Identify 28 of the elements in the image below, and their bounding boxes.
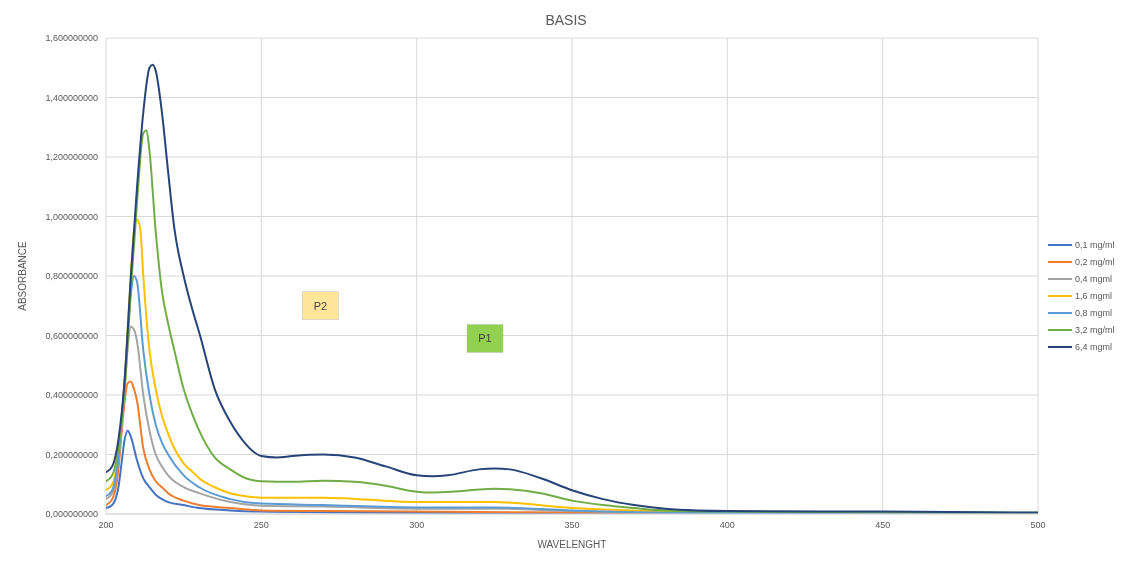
y-tick-label: 1,000000000 (45, 211, 98, 222)
y-tick-label: 1,600000000 (45, 33, 98, 44)
x-tick-label: 350 (564, 520, 580, 531)
x-tick-label: 300 (409, 520, 425, 531)
legend-label: 0,4 mgml (1075, 274, 1113, 284)
legend-label: 0,2 mg/ml (1075, 257, 1115, 267)
y-tick-label: 1,200000000 (45, 152, 98, 163)
y-tick-label: 0,000000000 (45, 509, 98, 520)
y-axis-title: ABSORBANCE (16, 240, 28, 311)
legend-label: 3,2 mg/ml (1075, 325, 1115, 335)
x-tick-label: 500 (1030, 520, 1046, 531)
y-tick-label: 1,400000000 (45, 92, 98, 103)
annotation: P2 (313, 299, 328, 312)
x-axis-title: WAVELENGHT (537, 539, 607, 550)
x-tick-label: 400 (719, 520, 735, 531)
x-tick-label: 450 (875, 520, 891, 531)
legend-label: 0,8 mgml (1075, 308, 1113, 318)
y-tick-label: 0,400000000 (45, 390, 98, 401)
x-tick-label: 200 (98, 520, 114, 531)
y-tick-label: 0,600000000 (45, 330, 98, 341)
legend-label: 0,1 mg/ml (1075, 240, 1115, 250)
legend-label: 1,6 mgml (1075, 291, 1113, 301)
x-tick-label: 250 (253, 520, 269, 531)
annotation: P1 (478, 332, 492, 345)
y-tick-label: 0,200000000 (45, 449, 98, 460)
y-tick-label: 0,800000000 (45, 271, 98, 282)
chart-title: BASIS (544, 11, 588, 30)
legend-label: 6,4 mgml (1075, 342, 1113, 352)
